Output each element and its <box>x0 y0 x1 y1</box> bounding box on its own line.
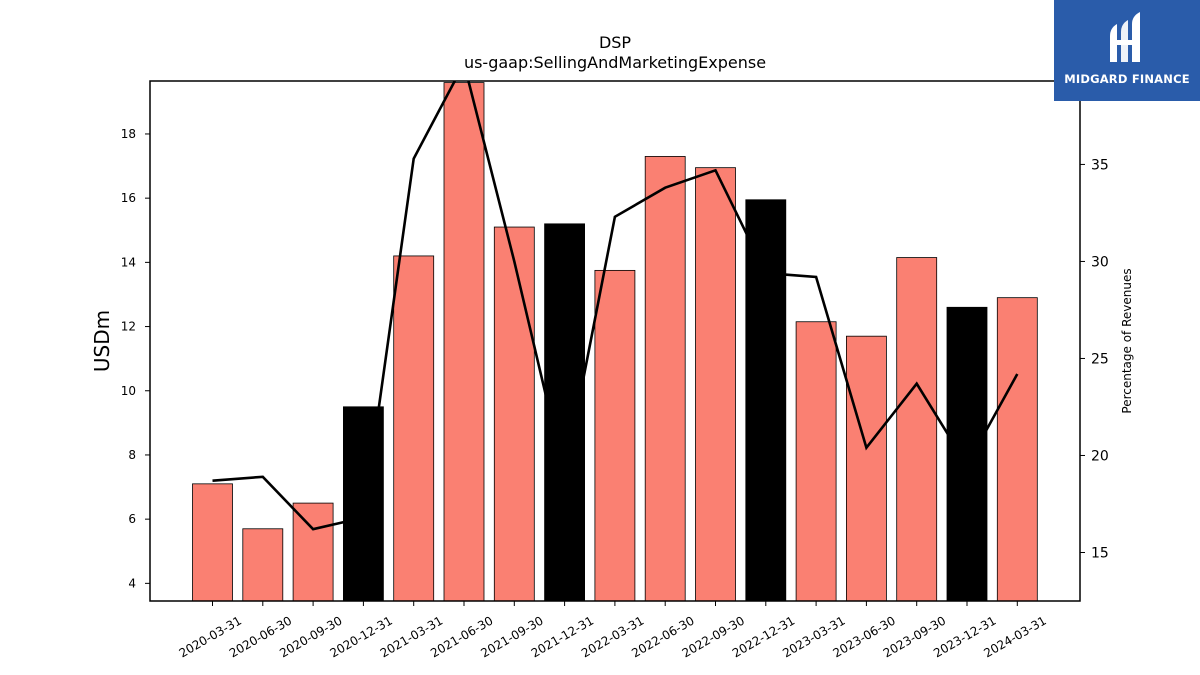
revenue-percentage-line <box>212 81 1019 531</box>
x-axis: 2020-03-312020-06-302020-09-302020-12-31… <box>177 601 1049 660</box>
right-tick-label-15: 15 <box>1091 545 1109 561</box>
bar-2022-03-31 <box>594 269 636 601</box>
logo-text: MIDGARD FINANCE <box>1064 72 1190 86</box>
bar-2020-09-30 <box>292 502 334 601</box>
bar-2023-06-30 <box>846 335 887 601</box>
bar-2021-06-30 <box>443 82 485 601</box>
bar-2022-09-30 <box>695 167 736 601</box>
bar-2023-09-30 <box>896 257 938 601</box>
left-tick-label-18: 18 <box>121 127 136 141</box>
left-tick-label-12: 12 <box>121 320 136 334</box>
right-axis-label: Percentage of Revenues <box>1120 268 1134 413</box>
bar-2020-12-31 <box>342 406 384 601</box>
bar-2022-12-31 <box>745 199 787 601</box>
right-tick-label-35: 35 <box>1091 157 1109 173</box>
bar-2021-09-30 <box>493 226 535 601</box>
bar-2022-06-30 <box>644 156 686 601</box>
left-tick-label-10: 10 <box>121 384 136 398</box>
left-tick-label-14: 14 <box>121 255 136 269</box>
left-tick-label-16: 16 <box>121 191 136 205</box>
left-tick-label-4: 4 <box>128 576 136 590</box>
left-tick-label-8: 8 <box>128 448 136 462</box>
right-tick-label-20: 20 <box>1091 448 1109 464</box>
bar-2023-12-31 <box>946 306 988 601</box>
bar-2024-03-31 <box>996 297 1038 601</box>
left-axis: 4 6 8 10 12 14 16 18 <box>121 127 150 590</box>
right-axis: 15 20 25 30 35 <box>1080 157 1109 561</box>
chart-title: DSP <box>599 33 631 52</box>
line-series <box>212 81 1019 531</box>
left-tick-label-6: 6 <box>128 512 136 526</box>
logo-mark-icon <box>1110 12 1140 62</box>
right-tick-label-30: 30 <box>1091 254 1109 270</box>
right-tick-label-25: 25 <box>1091 351 1109 367</box>
bar-2020-06-30 <box>242 528 284 601</box>
bar-2023-03-31 <box>795 321 837 601</box>
y-axis-label: USDm <box>90 310 114 372</box>
midgard-finance-logo: MIDGARD FINANCE <box>1054 0 1200 101</box>
bar-2020-03-31 <box>192 483 233 601</box>
bar-series <box>192 82 1038 601</box>
chart-subtitle: us-gaap:SellingAndMarketingExpense <box>464 53 766 72</box>
bar-2021-03-31 <box>393 255 435 601</box>
